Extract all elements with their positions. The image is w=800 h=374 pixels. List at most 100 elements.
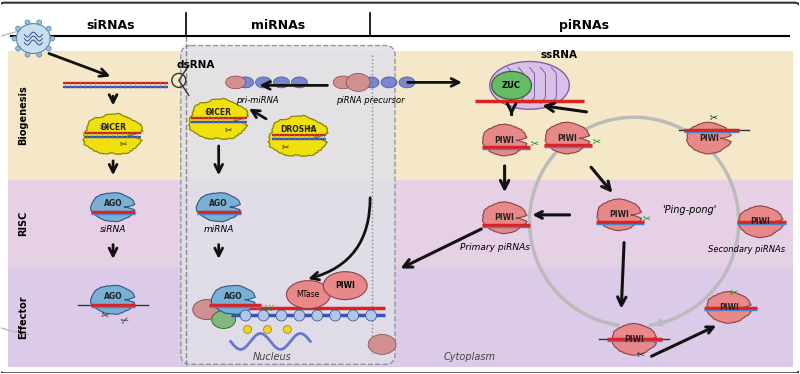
Polygon shape — [334, 76, 353, 89]
Polygon shape — [211, 285, 255, 315]
Circle shape — [263, 325, 271, 334]
Text: Primary piRNAs: Primary piRNAs — [460, 243, 530, 252]
Polygon shape — [323, 272, 367, 300]
Text: AGO: AGO — [104, 292, 122, 301]
Text: AGO: AGO — [224, 292, 243, 301]
Circle shape — [240, 310, 251, 321]
Polygon shape — [268, 115, 328, 156]
Polygon shape — [17, 24, 50, 53]
Bar — [9, 50, 793, 180]
Text: DICER: DICER — [206, 108, 232, 117]
Bar — [9, 267, 793, 367]
Polygon shape — [193, 300, 221, 319]
Polygon shape — [492, 71, 531, 99]
FancyBboxPatch shape — [0, 3, 800, 373]
Text: Nucleus: Nucleus — [253, 352, 292, 362]
Text: PIWI: PIWI — [494, 136, 514, 145]
Circle shape — [25, 52, 30, 57]
Circle shape — [294, 310, 305, 321]
Text: PIWI: PIWI — [558, 134, 578, 143]
Polygon shape — [274, 77, 290, 88]
Circle shape — [15, 46, 21, 51]
Circle shape — [258, 310, 269, 321]
Polygon shape — [291, 77, 307, 88]
Text: dsRNA: dsRNA — [177, 61, 215, 70]
Text: PIWI: PIWI — [750, 217, 770, 226]
Circle shape — [50, 36, 54, 41]
Polygon shape — [189, 98, 249, 140]
Text: ✂: ✂ — [643, 213, 651, 223]
Text: AGO: AGO — [210, 199, 228, 208]
Text: ✂: ✂ — [100, 310, 110, 321]
Circle shape — [37, 52, 42, 57]
Polygon shape — [363, 77, 379, 88]
Text: Cytoplasm: Cytoplasm — [444, 352, 496, 362]
Text: PIWI: PIWI — [719, 303, 738, 312]
Polygon shape — [482, 202, 527, 234]
Polygon shape — [196, 193, 240, 222]
Text: ✂: ✂ — [306, 124, 314, 133]
Text: ✂: ✂ — [530, 138, 538, 148]
Circle shape — [276, 310, 287, 321]
Polygon shape — [399, 77, 415, 88]
Text: ✂: ✂ — [730, 288, 738, 298]
Circle shape — [25, 20, 30, 25]
Text: 'Ping-pong': 'Ping-pong' — [662, 205, 716, 215]
Text: siRNAs: siRNAs — [87, 19, 135, 32]
Bar — [9, 180, 793, 267]
Text: siRNA: siRNA — [100, 226, 126, 234]
Text: DROSHA: DROSHA — [280, 125, 317, 134]
Polygon shape — [90, 193, 134, 222]
Text: PIWI: PIWI — [610, 211, 629, 220]
Circle shape — [348, 310, 358, 321]
Circle shape — [312, 310, 322, 321]
Text: Effector: Effector — [18, 295, 29, 339]
Circle shape — [366, 310, 377, 321]
Text: ✂: ✂ — [119, 140, 126, 148]
Polygon shape — [738, 206, 783, 238]
Circle shape — [46, 26, 51, 31]
Circle shape — [283, 325, 291, 334]
Polygon shape — [686, 122, 731, 154]
Text: ✂: ✂ — [637, 349, 645, 359]
Circle shape — [37, 20, 42, 25]
Text: ZUC: ZUC — [502, 81, 521, 90]
Polygon shape — [545, 122, 590, 154]
Polygon shape — [346, 77, 361, 88]
Text: ✂: ✂ — [265, 304, 273, 315]
Polygon shape — [490, 61, 570, 109]
Text: ✂: ✂ — [119, 315, 130, 327]
Polygon shape — [212, 310, 236, 328]
Text: ✂: ✂ — [99, 123, 107, 132]
Text: Biogenesis: Biogenesis — [18, 85, 29, 145]
Polygon shape — [381, 77, 397, 88]
Circle shape — [46, 46, 51, 51]
Polygon shape — [706, 292, 751, 324]
Circle shape — [15, 26, 21, 31]
Polygon shape — [597, 199, 642, 231]
Polygon shape — [238, 77, 254, 88]
Polygon shape — [368, 334, 396, 355]
Text: DICER: DICER — [100, 123, 126, 132]
Text: AGO: AGO — [104, 199, 122, 208]
FancyBboxPatch shape — [181, 46, 395, 364]
Polygon shape — [83, 113, 143, 154]
Text: PIWI: PIWI — [494, 214, 514, 223]
Text: piRNA precursor: piRNA precursor — [336, 96, 405, 105]
Text: PIWI: PIWI — [335, 281, 355, 290]
Text: RISC: RISC — [18, 211, 29, 236]
Polygon shape — [286, 280, 330, 309]
Polygon shape — [612, 324, 657, 355]
Text: Secondary piRNAs: Secondary piRNAs — [708, 245, 786, 254]
Polygon shape — [346, 73, 370, 91]
Text: ✂: ✂ — [282, 142, 289, 151]
Polygon shape — [482, 124, 527, 156]
Text: ✂: ✂ — [205, 108, 213, 117]
Polygon shape — [255, 77, 271, 88]
Text: piRNAs: piRNAs — [559, 19, 610, 32]
Text: miRNAs: miRNAs — [251, 19, 306, 32]
Text: PIWI: PIWI — [624, 335, 644, 344]
Text: miRNA: miRNA — [203, 226, 234, 234]
Polygon shape — [90, 285, 134, 315]
Text: ✂: ✂ — [592, 136, 600, 146]
